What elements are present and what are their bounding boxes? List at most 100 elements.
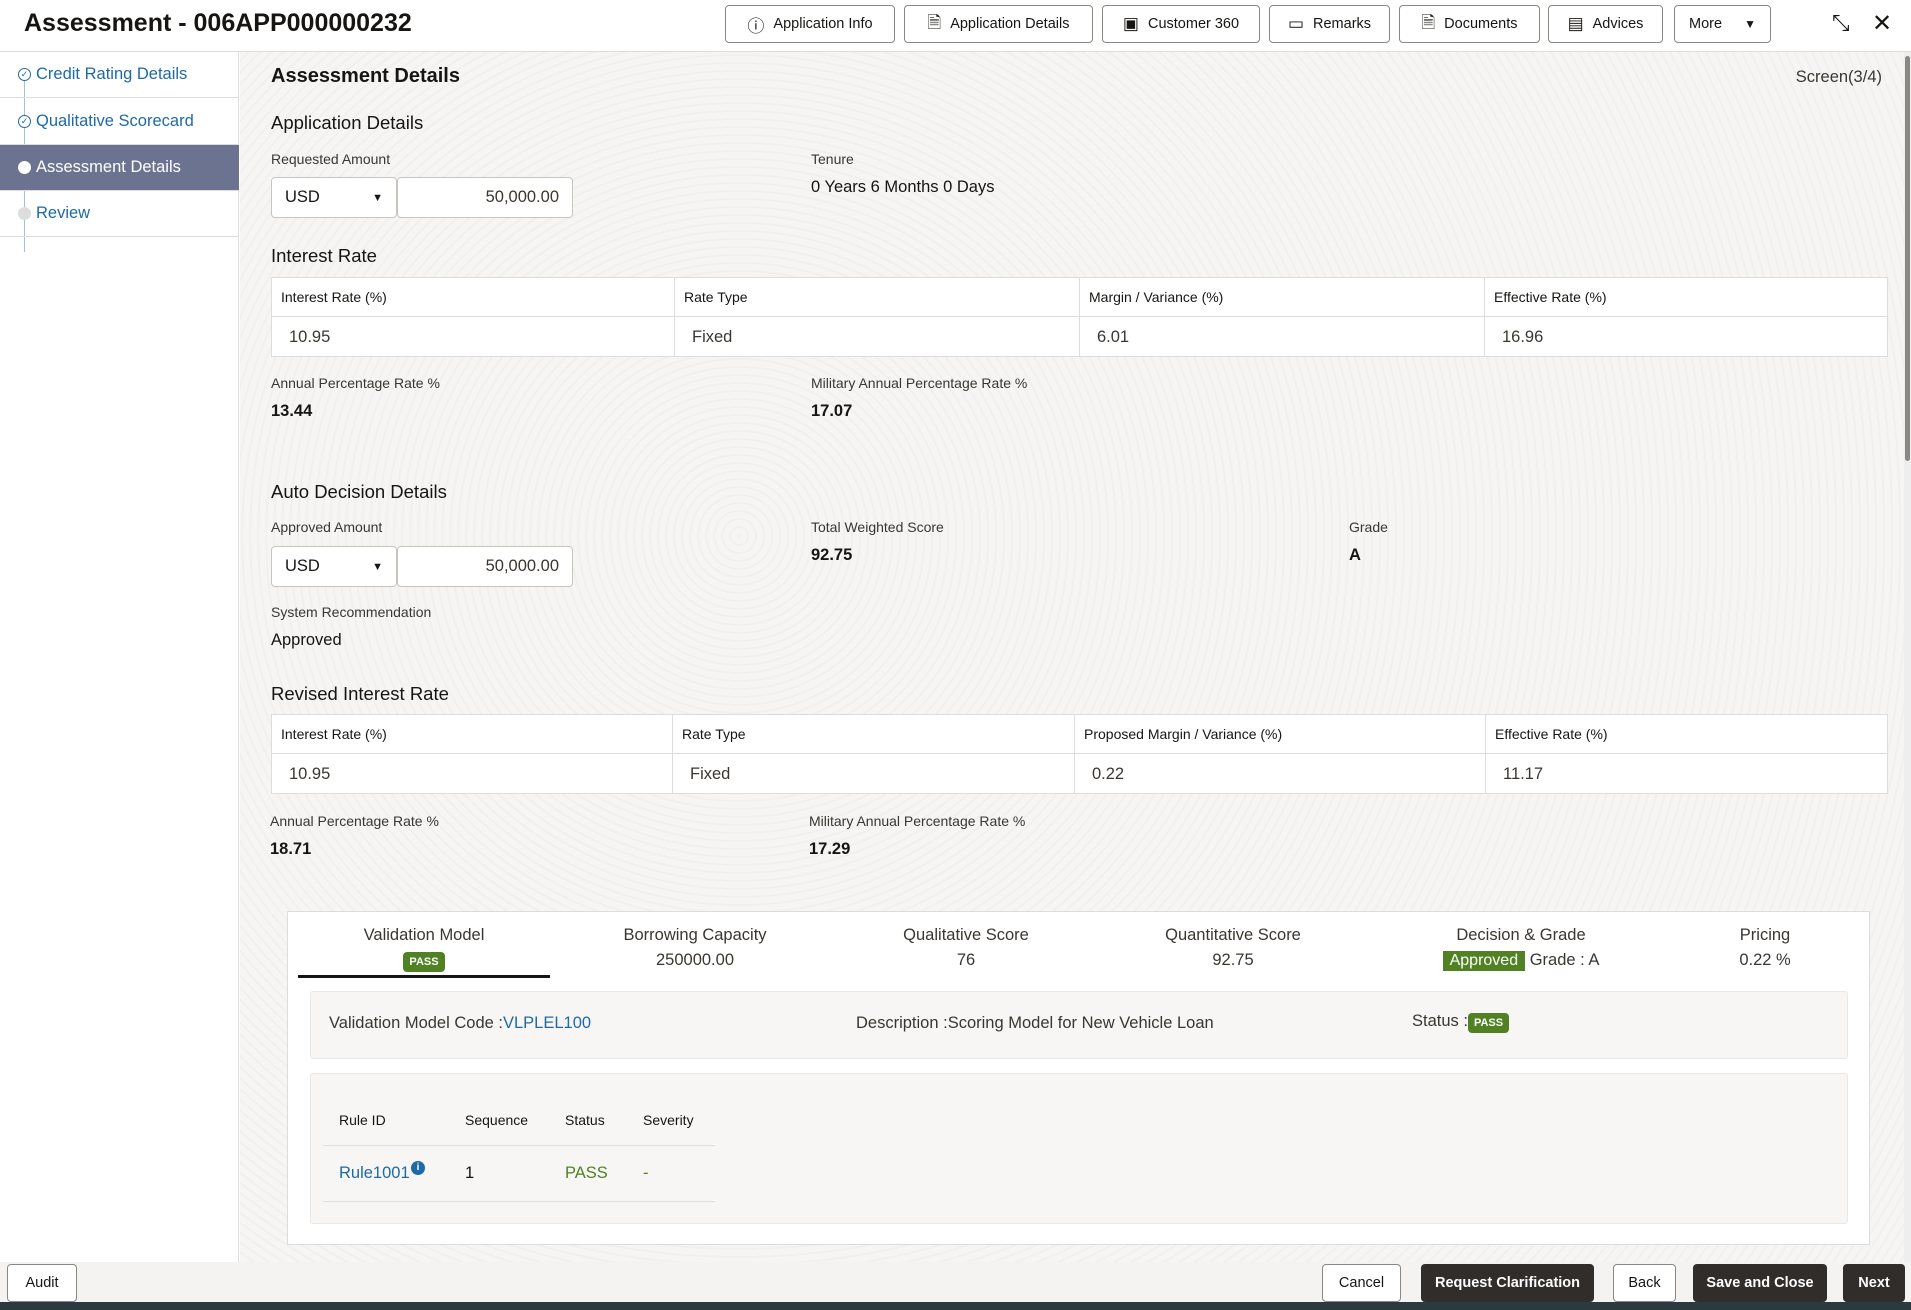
apr-label: Annual Percentage Rate % xyxy=(271,375,440,391)
documents-button[interactable]: 🗎 Documents xyxy=(1399,5,1540,43)
tab-value: Grade : A xyxy=(1529,951,1600,969)
approved-currency-select[interactable]: USD ▼ xyxy=(271,546,397,587)
table-cell: 11.17 xyxy=(1503,764,1544,783)
grade-value: A xyxy=(1349,546,1361,564)
document-icon: 🗎 xyxy=(1421,12,1436,32)
advices-button[interactable]: ▤ Advices xyxy=(1548,5,1663,43)
interest-rate-table: Interest Rate (%) Rate Type Margin / Var… xyxy=(271,277,1888,357)
column-header: Margin / Variance (%) xyxy=(1080,278,1485,317)
interest-rate-heading: Interest Rate xyxy=(271,245,377,266)
divider xyxy=(323,1145,715,1146)
check-icon: ✓ xyxy=(18,115,31,128)
tab-label: Qualitative Score xyxy=(903,926,1029,944)
screen-indicator: Screen(3/4) xyxy=(1795,68,1882,86)
button-label: Application Info xyxy=(773,16,873,32)
column-header: Rule ID xyxy=(339,1112,386,1128)
column-header: Status xyxy=(565,1112,605,1128)
requested-currency-select[interactable]: USD ▼ xyxy=(271,177,397,218)
customer-360-button[interactable]: ▣ Customer 360 xyxy=(1102,5,1260,43)
total-weighted-score-value: 92.75 xyxy=(811,546,853,564)
list-document-icon: ▤ xyxy=(1567,14,1584,33)
scrollbar-thumb[interactable] xyxy=(1905,56,1910,461)
back-button[interactable]: Back xyxy=(1613,1264,1676,1302)
application-info-button[interactable]: ⓘ Application Info xyxy=(725,5,895,43)
approved-amount-input[interactable]: 50,000.00 xyxy=(397,546,573,587)
document-icon: 🗎 xyxy=(927,12,942,32)
tab-value: 0.22 % xyxy=(1739,951,1791,969)
table-cell: Fixed xyxy=(673,754,1075,794)
next-button[interactable]: Next xyxy=(1843,1264,1905,1302)
pending-step-icon xyxy=(18,207,31,220)
collapse-icon[interactable]: ⤡ xyxy=(1832,10,1850,35)
revised-military-apr-label: Military Annual Percentage Rate % xyxy=(809,813,1026,829)
tenure-value: 0 Years 6 Months 0 Days xyxy=(811,178,995,196)
info-icon: ⓘ xyxy=(747,16,765,36)
caret-down-icon: ▼ xyxy=(372,191,383,204)
sidebar: ✓ Credit Rating Details ✓ Qualitative Scor… xyxy=(0,52,239,1262)
military-apr-value: 17.07 xyxy=(811,402,853,420)
check-icon: ✓ xyxy=(18,68,31,81)
tab-borrowing-capacity[interactable]: Borrowing Capacity 250000.00 xyxy=(580,926,810,970)
pass-badge: PASS xyxy=(1467,1013,1510,1033)
tab-qualitative-score[interactable]: Qualitative Score 76 xyxy=(851,926,1081,970)
tab-label: Pricing xyxy=(1739,926,1791,944)
table-cell: 0.22 xyxy=(1075,754,1486,794)
cancel-button[interactable]: Cancel xyxy=(1322,1264,1401,1302)
requested-amount-label: Requested Amount xyxy=(271,151,391,167)
tab-decision-grade[interactable]: Decision & Grade Approved Grade : A xyxy=(1406,926,1636,971)
request-clarification-button[interactable]: Request Clarification xyxy=(1421,1264,1594,1302)
bottom-bar xyxy=(0,1302,1911,1310)
save-and-close-button[interactable]: Save and Close xyxy=(1693,1264,1827,1302)
sidebar-item-label: Credit Rating Details xyxy=(36,65,188,83)
code-label: Validation Model Code : xyxy=(329,1014,503,1032)
validation-model-panel: Validation Model Code :VLPLEL100 Descrip… xyxy=(310,991,1848,1059)
section-title: Assessment Details xyxy=(271,65,460,87)
approved-badge: Approved xyxy=(1442,951,1526,971)
tab-validation-model[interactable]: Validation Model PASS xyxy=(309,926,539,972)
remarks-button[interactable]: ▭ Remarks xyxy=(1269,5,1390,43)
military-apr-label: Military Annual Percentage Rate % xyxy=(811,375,1028,391)
current-step-icon xyxy=(18,161,31,174)
table-cell: 16.96 xyxy=(1502,327,1544,346)
application-details-button[interactable]: 🗎 Application Details xyxy=(904,5,1093,43)
sidebar-item-credit-rating[interactable]: ✓ Credit Rating Details xyxy=(0,52,239,98)
audit-button[interactable]: Audit xyxy=(7,1264,77,1302)
rules-panel: Rule ID Sequence Status Severity Rule100… xyxy=(310,1073,1848,1224)
rule-id-link[interactable]: Rule1001 xyxy=(339,1164,410,1182)
application-details-heading: Application Details xyxy=(271,112,424,133)
button-label: Application Details xyxy=(950,16,1070,32)
button-label: Documents xyxy=(1444,16,1518,32)
active-tab-indicator xyxy=(298,975,550,978)
currency-value: USD xyxy=(285,188,320,206)
more-button[interactable]: More ▼ xyxy=(1674,5,1771,43)
close-icon[interactable]: ✕ xyxy=(1872,10,1893,37)
tab-value: 92.75 xyxy=(1212,951,1254,969)
grade-label: Grade xyxy=(1349,519,1388,535)
comment-icon: ▭ xyxy=(1287,14,1305,33)
validation-code-link[interactable]: VLPLEL100 xyxy=(502,1014,592,1032)
scrollbar[interactable] xyxy=(1904,52,1911,1262)
pass-badge: PASS xyxy=(403,952,445,972)
rule-sequence: 1 xyxy=(465,1164,475,1182)
sidebar-item-assessment-details[interactable]: Assessment Details xyxy=(0,145,239,191)
user-card-icon: ▣ xyxy=(1122,14,1139,33)
tab-quantitative-score[interactable]: Quantitative Score 92.75 xyxy=(1118,926,1348,970)
status-label: Status : xyxy=(1412,1012,1468,1030)
requested-amount-input[interactable]: 50,000.00 xyxy=(397,177,573,218)
sidebar-item-qualitative-scorecard[interactable]: ✓ Qualitative Scorecard xyxy=(0,99,239,145)
table-cell: 10.95 xyxy=(272,754,673,794)
sidebar-item-review[interactable]: Review xyxy=(0,191,239,237)
column-header: Interest Rate (%) xyxy=(272,715,673,754)
tab-label: Quantitative Score xyxy=(1165,926,1301,944)
tab-pricing[interactable]: Pricing 0.22 % xyxy=(1650,926,1880,970)
column-header: Proposed Margin / Variance (%) xyxy=(1075,715,1486,754)
column-header: Effective Rate (%) xyxy=(1485,278,1887,317)
info-icon[interactable]: i xyxy=(411,1161,425,1175)
decision-summary-card: Validation Model PASS Borrowing Capacity 2… xyxy=(287,911,1870,1245)
button-label: Remarks xyxy=(1313,16,1372,32)
system-recommendation-value: Approved xyxy=(271,631,342,649)
caret-down-icon: ▼ xyxy=(372,560,383,573)
currency-value: USD xyxy=(285,557,320,575)
validation-status: Status : PASS xyxy=(1412,1012,1510,1033)
sidebar-item-label: Review xyxy=(36,204,91,222)
